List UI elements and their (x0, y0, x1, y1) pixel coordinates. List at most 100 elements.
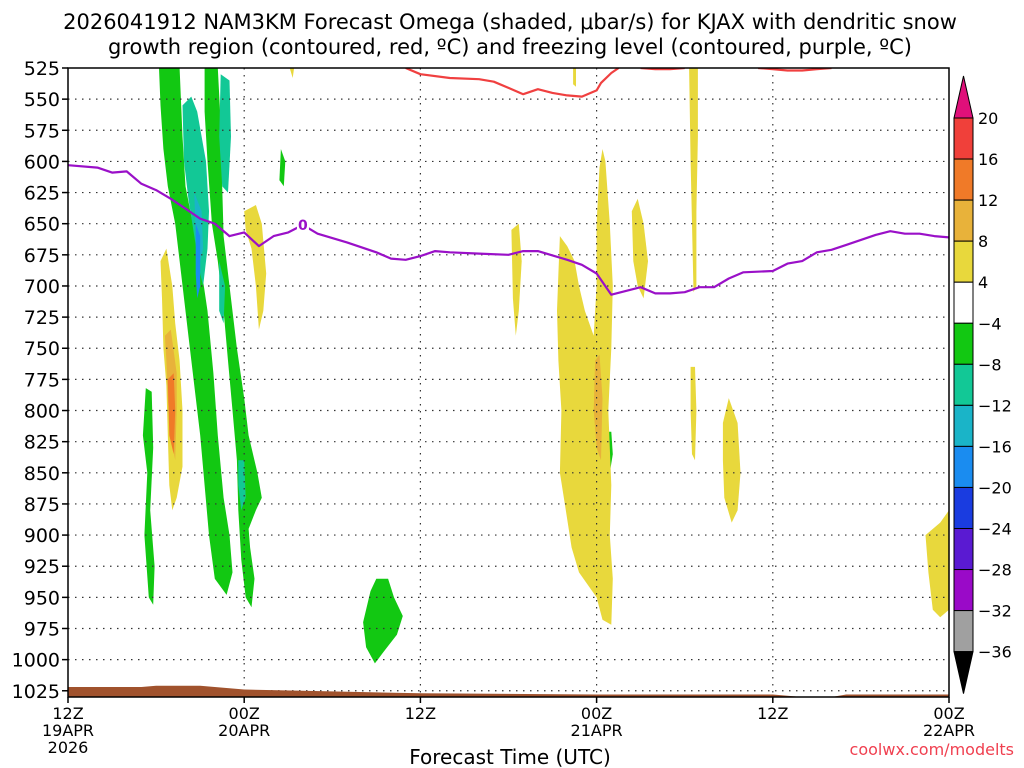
colorbar-bottom-triangle (953, 651, 974, 694)
chart-title-line-1: 2026041912 NAM3KM Forecast Omega (shaded… (63, 10, 957, 34)
y-tick-label-1000: 1000 (12, 650, 60, 672)
freezing-label-bg (296, 215, 309, 232)
x-tick-label-0-3: 2026 (48, 738, 89, 757)
colorbar-bin-2 (953, 199, 974, 242)
omega-region-0 (159, 68, 233, 595)
y-tick-label-825: 825 (24, 432, 60, 454)
x-axis-label: Forecast Time (UTC) (409, 745, 611, 768)
omega-region-25 (167, 373, 176, 455)
omega-region-4 (363, 578, 403, 664)
x-tick-label-24-1: 12Z (405, 704, 436, 723)
dgz-contour-2 (758, 68, 832, 72)
colorbar-label-13: −36 (978, 643, 1012, 662)
colorbar-bin-5 (953, 322, 974, 365)
omega-region-19 (689, 68, 698, 293)
dgz-contour-0 (405, 68, 620, 98)
omega-region-8 (219, 261, 226, 324)
colorbar-label-12: −32 (978, 602, 1012, 621)
y-tick-label-925: 925 (24, 556, 60, 578)
plot-area (68, 68, 949, 697)
colorbar-label-8: −16 (978, 437, 1012, 456)
y-tick-label-775: 775 (24, 369, 60, 391)
omega-region-13 (244, 205, 267, 330)
x-tick-label-12-1: 00Z (229, 704, 260, 723)
omega-region-21 (722, 398, 741, 523)
omega-region-15 (511, 223, 522, 336)
y-tick-label-525: 525 (24, 58, 60, 80)
y-tick-label-975: 975 (24, 618, 60, 640)
colorbar-label-0: 20 (978, 109, 998, 128)
y-tick-label-800: 800 (24, 401, 60, 423)
y-tick-label-750: 750 (24, 338, 60, 360)
colorbar-label-2: 12 (978, 191, 998, 210)
omega-region-1 (204, 68, 262, 608)
y-tick-label-850: 850 (24, 463, 60, 485)
x-tick-label-36-1: 00Z (581, 704, 612, 723)
y-tick-label-600: 600 (24, 151, 60, 173)
y-tick-label-550: 550 (24, 89, 60, 111)
colorbar-label-10: −24 (978, 520, 1012, 539)
omega-region-14 (289, 68, 295, 78)
colorbar-bin-0 (953, 117, 974, 160)
omega-region-24 (593, 354, 603, 461)
omega-region-17 (557, 149, 613, 625)
x-tick-label-60-2: 22APR (923, 721, 975, 740)
colorbar-label-5: −4 (978, 314, 1002, 333)
contour-labels: 0 (296, 215, 309, 234)
chart-title-line-2: growth region (contoured, red, ºC) and f… (108, 35, 912, 59)
colorbar-bin-8 (953, 445, 974, 488)
colorbar-bin-12 (953, 610, 974, 653)
colorbar-bin-1 (953, 158, 974, 201)
y-tick-label-625: 625 (24, 183, 60, 205)
omega-region-20 (690, 366, 697, 461)
omega-region-11 (195, 223, 201, 299)
omega-region-2 (142, 388, 155, 605)
y-tick-label-950: 950 (24, 587, 60, 609)
x-tick-label-60-1: 00Z (933, 704, 964, 723)
x-tick-label-12-2: 20APR (218, 721, 270, 740)
colorbar-label-4: 4 (978, 273, 988, 292)
y-tick-label-650: 650 (24, 214, 60, 236)
y-tick-label-1025: 1025 (12, 681, 60, 703)
ground-surface (68, 685, 949, 697)
freezing-level-label: 0 (298, 218, 308, 234)
credit-text: coolwx.com/modelts (850, 740, 1014, 759)
colorbar-label-3: 8 (978, 232, 988, 251)
colorbar-top-triangle (953, 75, 974, 119)
omega-region-16 (573, 68, 576, 87)
colorbar-bin-4 (953, 281, 974, 324)
plot-frame (67, 67, 950, 698)
y-tick-label-725: 725 (24, 307, 60, 329)
x-tick-label-36-2: 21APR (571, 721, 623, 740)
colorbar-label-11: −28 (978, 561, 1012, 580)
y-tick-label-575: 575 (24, 120, 60, 142)
omega-region-7 (219, 74, 231, 193)
ground-fill (68, 685, 949, 697)
colorbar-label-6: −8 (978, 355, 1002, 374)
x-tick-label-0-1: 12Z (52, 704, 83, 723)
omega-shading (142, 68, 949, 664)
x-tick-label-48-1: 12Z (757, 704, 788, 723)
colorbar-bin-3 (953, 240, 974, 283)
freezing-level-line (68, 164, 949, 296)
omega-region-22 (925, 510, 949, 618)
colorbar-bin-11 (953, 569, 974, 612)
colorbar-label-9: −20 (978, 478, 1012, 497)
omega-region-18 (631, 198, 648, 299)
pressure-axis: 525 550 575 600 625 650 675 700 725 750 775 800 825 8… (12, 58, 68, 703)
x-tick-label-0-2: 19APR (42, 721, 94, 740)
colorbar-bin-10 (953, 528, 974, 571)
colorbar-label-7: −12 (978, 396, 1012, 415)
colorbar-bin-7 (953, 404, 974, 447)
y-tick-label-875: 875 (24, 494, 60, 516)
colorbar-label-1: 16 (978, 150, 998, 169)
omega-colorbar: 20 16 12 8 4 −4 −8 −12 −16 −20 −24 −28 −32 −36 (953, 75, 1012, 694)
y-tick-label-700: 700 (24, 276, 60, 298)
colorbar-bin-9 (953, 486, 974, 530)
omega-region-10 (194, 192, 204, 262)
colorbar-bin-6 (953, 363, 974, 406)
y-tick-label-900: 900 (24, 525, 60, 547)
y-tick-label-675: 675 (24, 245, 60, 267)
